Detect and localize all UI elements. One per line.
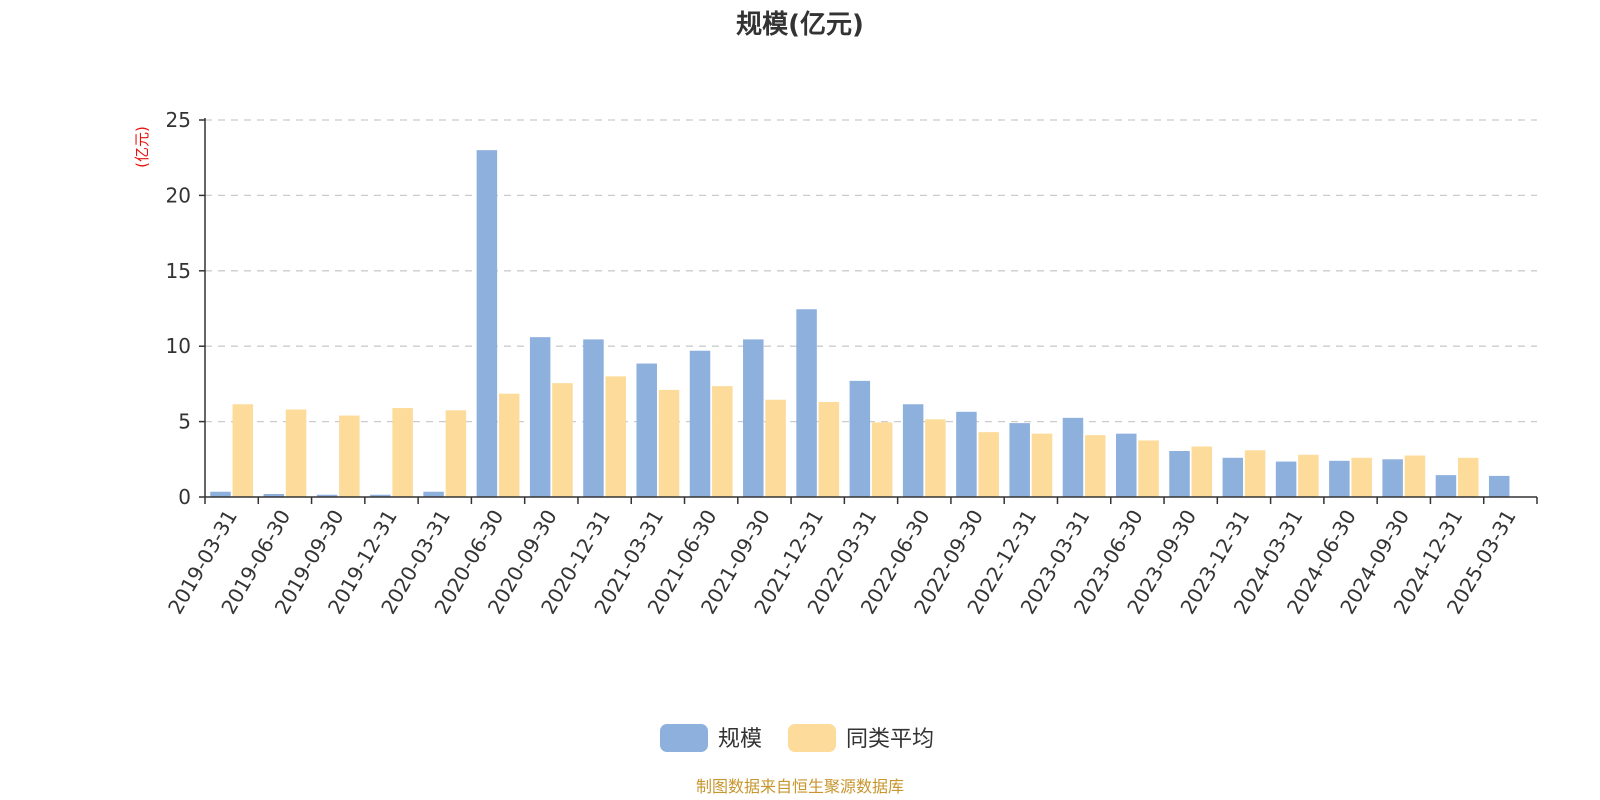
- bar-peer-average[interactable]: [445, 410, 467, 497]
- y-tick-label: 0: [178, 485, 191, 509]
- bar-scale[interactable]: [743, 339, 764, 497]
- y-axis-unit-label: (亿元): [133, 126, 151, 168]
- bar-scale[interactable]: [849, 380, 871, 497]
- legend-label: 规模: [718, 727, 762, 752]
- bar-peer-average[interactable]: [1404, 455, 1426, 497]
- bar-peer-average[interactable]: [232, 404, 254, 497]
- bar-scale[interactable]: [583, 339, 604, 497]
- bar-peer-average[interactable]: [818, 401, 840, 497]
- bar-scale[interactable]: [316, 494, 338, 497]
- tick-labels: 05101520252019-03-312019-06-302019-09-30…: [163, 108, 1521, 618]
- bar-peer-average[interactable]: [712, 386, 733, 497]
- bar-scale[interactable]: [476, 150, 498, 497]
- bar-scale[interactable]: [1009, 423, 1030, 497]
- bar-scale[interactable]: [1329, 460, 1350, 497]
- bar-peer-average[interactable]: [658, 389, 680, 497]
- chart-title: 规模(亿元): [736, 10, 864, 40]
- bar-peer-average[interactable]: [1191, 446, 1213, 497]
- bar-peer-average[interactable]: [1138, 440, 1159, 497]
- y-tick-label: 25: [166, 108, 191, 132]
- legend-swatch: [788, 724, 836, 752]
- bar-peer-average[interactable]: [285, 409, 307, 497]
- bar-scale[interactable]: [689, 350, 711, 497]
- bar-peer-average[interactable]: [1351, 457, 1372, 497]
- data-source-note: 制图数据来自恒生聚源数据库: [696, 777, 904, 796]
- y-tick-label: 15: [166, 259, 191, 283]
- legend-item-peer-average[interactable]: 同类平均: [788, 724, 934, 752]
- bar-scale[interactable]: [1435, 475, 1457, 497]
- bar-peer-average[interactable]: [1244, 450, 1266, 497]
- y-tick-label: 5: [178, 410, 191, 434]
- bar-scale[interactable]: [210, 491, 231, 497]
- bar-peer-average[interactable]: [1457, 457, 1479, 497]
- bar-scale[interactable]: [263, 493, 285, 497]
- bar-scale[interactable]: [902, 404, 924, 497]
- bar-scale[interactable]: [636, 363, 657, 497]
- legend-item-scale[interactable]: 规模: [660, 724, 762, 752]
- legend-label: 同类平均: [846, 727, 934, 752]
- bar-peer-average[interactable]: [871, 422, 893, 497]
- bar-peer-average[interactable]: [1031, 433, 1053, 497]
- bar-scale[interactable]: [1382, 459, 1403, 497]
- bar-peer-average[interactable]: [498, 393, 520, 497]
- grid-lines: [205, 119, 1537, 423]
- bar-peer-average[interactable]: [605, 376, 627, 497]
- bar-peer-average[interactable]: [765, 399, 786, 497]
- bar-scale[interactable]: [529, 337, 551, 497]
- legend[interactable]: 规模 同类平均: [660, 724, 934, 752]
- bar-scale[interactable]: [1488, 475, 1510, 497]
- bar-peer-average[interactable]: [552, 383, 573, 497]
- bar-scale[interactable]: [370, 494, 391, 497]
- bar-scale[interactable]: [1062, 417, 1084, 497]
- bar-peer-average[interactable]: [925, 419, 946, 497]
- bar-scale[interactable]: [423, 491, 444, 497]
- bar-peer-average[interactable]: [978, 432, 999, 497]
- bar-peer-average[interactable]: [339, 415, 360, 497]
- bar-scale[interactable]: [1116, 433, 1137, 497]
- bar-scale[interactable]: [796, 309, 817, 497]
- y-tick-label: 10: [166, 334, 191, 358]
- bar-peer-average[interactable]: [1298, 454, 1319, 497]
- bar-scale[interactable]: [1275, 461, 1297, 497]
- bar-peer-average[interactable]: [392, 408, 413, 497]
- y-tick-label: 20: [166, 183, 191, 207]
- bar-scale[interactable]: [1222, 457, 1244, 497]
- bars: [210, 150, 1510, 497]
- bar-peer-average[interactable]: [1085, 435, 1106, 497]
- axes: [199, 118, 1538, 504]
- bar-scale[interactable]: [956, 411, 977, 497]
- bar-scale[interactable]: [1169, 451, 1190, 497]
- legend-swatch: [660, 724, 708, 752]
